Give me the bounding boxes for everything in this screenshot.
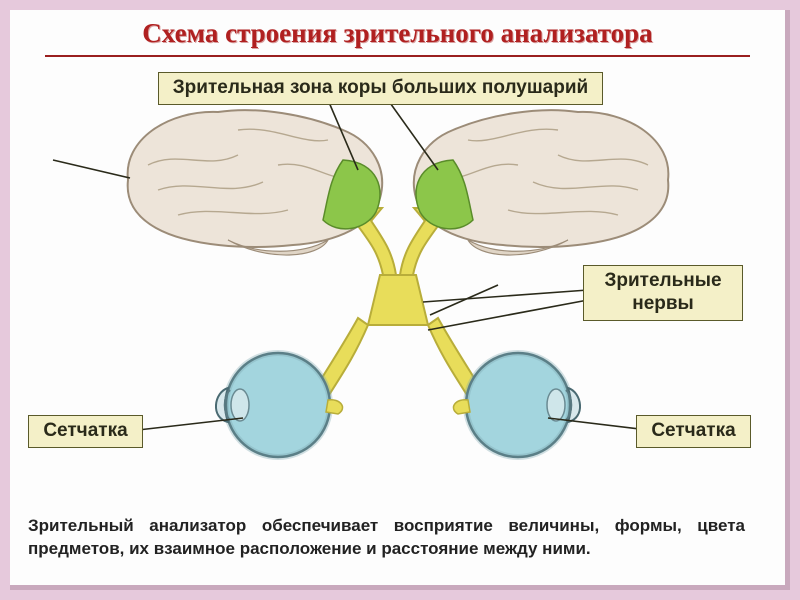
label-visual-zone: Зрительная зона коры больших полушарий <box>158 72 603 105</box>
label-optic-nerves-l1: Зрительные <box>604 270 721 291</box>
content-panel: Схема строения зрительного анализатора <box>10 10 790 590</box>
eye-left <box>216 353 343 457</box>
label-optic-nerves-l2: нервы <box>632 293 694 314</box>
caption-text: Зрительный анализатор обеспечивает воспр… <box>28 515 745 561</box>
label-retina-left: Сетчатка <box>28 415 143 448</box>
page-title: Схема строения зрительного анализатора <box>142 18 652 48</box>
label-retina-right-text: Сетчатка <box>651 420 735 441</box>
label-optic-nerves: Зрительные нервы <box>583 265 743 321</box>
label-retina-right: Сетчатка <box>636 415 751 448</box>
title-bar: Схема строения зрительного анализатора <box>45 18 750 57</box>
label-visual-zone-text: Зрительная зона коры больших полушарий <box>173 77 588 98</box>
diagram-area: Зрительная зона коры больших полушарий З… <box>28 70 745 567</box>
label-retina-left-text: Сетчатка <box>43 420 127 441</box>
eye-right <box>453 353 580 457</box>
brain-left <box>128 110 383 255</box>
page-background: Схема строения зрительного анализатора <box>0 0 800 600</box>
brain-right <box>414 110 669 255</box>
